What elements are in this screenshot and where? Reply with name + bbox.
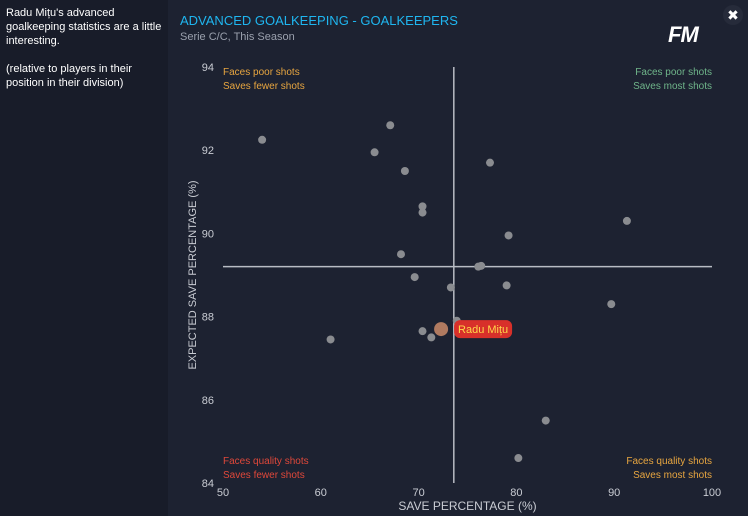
y-axis-label: EXPECTED SAVE PERCENTAGE (%) [187, 180, 199, 369]
x-tick-label: 100 [703, 487, 721, 499]
data-point [504, 231, 513, 240]
chart-title: ADVANCED GOALKEEPING - GOALKEEPERS [180, 13, 458, 28]
y-tick-label: 84 [202, 478, 214, 490]
data-point [400, 167, 409, 175]
x-tick-label: 70 [412, 487, 424, 499]
y-tick-label: 90 [202, 228, 214, 240]
description-note: (relative to players in their position i… [6, 63, 132, 89]
data-point [446, 283, 455, 292]
x-tick-label: 90 [608, 487, 620, 499]
description-text: Radu Mițu's advanced goalkeeping statist… [6, 7, 162, 47]
quadrant-label: Saves most shots [633, 81, 712, 92]
quadrant-top-left: Faces poor shots Saves fewer shots [223, 66, 305, 94]
data-point [410, 273, 419, 282]
data-point [541, 416, 550, 425]
quadrant-label: Saves fewer shots [223, 470, 305, 481]
x-tick-label: 60 [315, 487, 327, 499]
y-tick-label: 92 [202, 145, 214, 157]
quadrant-label: Faces poor shots [223, 67, 300, 78]
data-point [396, 250, 405, 259]
data-point [258, 135, 267, 144]
quadrant-label: Faces quality shots [223, 456, 309, 467]
close-button[interactable]: ✖ [723, 5, 743, 25]
quadrant-label: Saves fewer shots [223, 81, 305, 92]
y-tick-label: 88 [202, 312, 214, 324]
x-tick-label: 80 [510, 487, 522, 499]
data-point [418, 202, 427, 211]
y-tick-label: 86 [202, 395, 214, 407]
data-point [502, 281, 511, 290]
data-point [485, 158, 494, 167]
data-point [418, 208, 427, 217]
description-panel: Radu Mițu's advanced goalkeeping statist… [0, 0, 168, 516]
data-point [326, 335, 335, 344]
data-point [418, 327, 427, 336]
data-point [622, 216, 631, 225]
quadrant-bottom-left: Faces quality shots Saves fewer shots [223, 455, 309, 483]
x-axis-label: SAVE PERCENTAGE (%) [398, 499, 536, 513]
quadrant-label: Saves most shots [633, 470, 712, 481]
data-point [607, 300, 616, 309]
highlight-label: Radu Mițu [458, 324, 508, 336]
chart-subtitle: Serie C/C, This Season [180, 31, 295, 43]
highlight-label-bg [454, 320, 513, 339]
quadrant-top-right: Faces poor shots Saves most shots [633, 66, 712, 94]
data-point [386, 121, 395, 130]
data-point [514, 454, 523, 463]
quadrant-label: Faces poor shots [635, 67, 712, 78]
data-point [477, 261, 486, 270]
data-point [370, 148, 379, 157]
fm-logo: FM [668, 22, 699, 47]
player-avatar [434, 322, 449, 337]
quadrant-label: Faces quality shots [626, 456, 712, 467]
y-tick-label: 94 [202, 62, 214, 74]
quadrant-bottom-right: Faces quality shots Saves most shots [626, 455, 712, 483]
data-point [427, 333, 436, 342]
x-tick-label: 50 [217, 487, 229, 499]
